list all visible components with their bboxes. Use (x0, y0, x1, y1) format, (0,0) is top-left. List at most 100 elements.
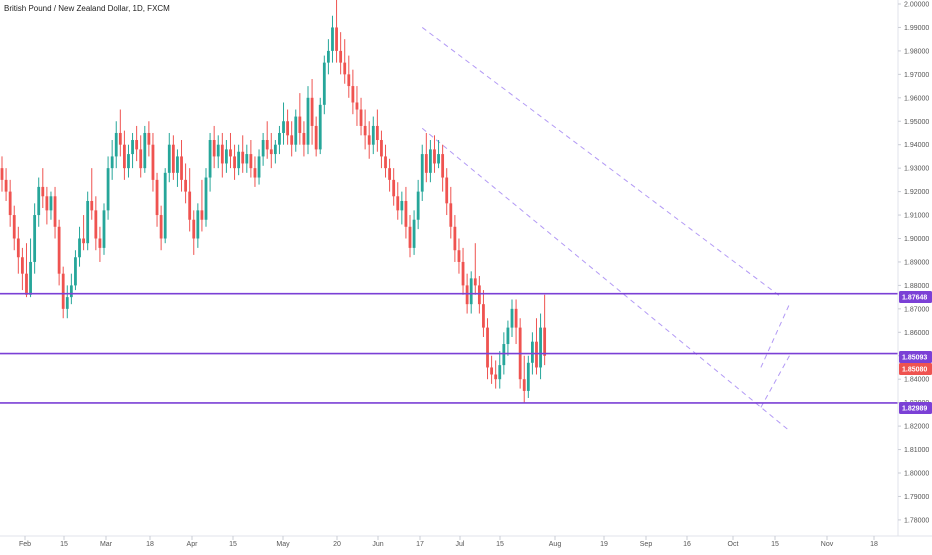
candle-body (441, 154, 445, 178)
candle (539, 313, 542, 380)
candle-body (535, 341, 538, 368)
candle (412, 210, 416, 255)
candle (94, 196, 98, 251)
candle (453, 215, 457, 262)
candle-body (392, 179, 396, 197)
candle-body (514, 308, 518, 328)
candle-body (241, 151, 245, 164)
price-tick-label: 1.91000 (904, 213, 929, 220)
candle (69, 273, 73, 305)
candle (318, 97, 322, 155)
time-tick-label: Jun (372, 541, 383, 548)
price-label-bg (899, 351, 932, 363)
price-tick-label: 1.94000 (904, 142, 929, 149)
candle (167, 132, 171, 183)
time-axis[interactable]: Feb 15 Mar 18 Apr 15 May 20 Jun 17 Jul 15 Aug 19 Sep 16… (19, 536, 878, 548)
candle-body (388, 168, 391, 180)
candle (322, 55, 326, 115)
candle (163, 168, 167, 244)
channel-upper-line[interactable] (421, 27, 782, 298)
candle (543, 294, 547, 366)
candle (143, 125, 147, 173)
candle (404, 186, 408, 239)
candle-body (265, 140, 269, 150)
candle-body (359, 109, 363, 126)
candle-body (253, 168, 257, 178)
candle (65, 285, 69, 319)
price-label-support-low: 1.82989 (899, 402, 932, 414)
candle-body (404, 200, 408, 227)
candle (441, 144, 445, 192)
channel-lower-line[interactable] (421, 127, 790, 432)
candle-body (375, 125, 379, 141)
candle (510, 299, 514, 337)
price-tick-label: 1.87000 (904, 306, 929, 313)
candle-body (98, 238, 102, 248)
candle-body (78, 238, 81, 258)
candle (486, 318, 489, 380)
candle-body (155, 179, 159, 216)
candle-body (322, 62, 326, 105)
candle (139, 135, 143, 178)
candle (21, 247, 24, 291)
candle (82, 215, 85, 251)
candle-body (286, 121, 289, 136)
wedge-upper-line[interactable] (760, 303, 790, 368)
candle-body (147, 132, 151, 145)
candle (388, 158, 391, 192)
candle-body (45, 196, 49, 211)
candle (351, 69, 355, 115)
candle (429, 140, 432, 183)
candle (196, 203, 200, 248)
candle-body (457, 250, 461, 262)
candle-body (318, 104, 322, 150)
time-tick-label: 19 (600, 541, 608, 548)
candle-body (184, 179, 187, 192)
candle-body (135, 140, 139, 150)
candle-body (192, 219, 196, 239)
candle-body (94, 210, 98, 239)
candle-body (41, 186, 45, 197)
candle (367, 121, 371, 159)
candle (102, 203, 106, 255)
candle-body (245, 154, 249, 164)
candle-body (343, 62, 347, 75)
candle-body (123, 144, 126, 169)
time-tick-label: May (276, 541, 290, 548)
candle-body (82, 238, 85, 244)
candle-body (494, 374, 498, 380)
candle-body (200, 210, 204, 220)
candle-body (339, 50, 343, 63)
candle (371, 116, 375, 155)
candle-body (57, 226, 61, 274)
price-label-text: 1.85080 (902, 367, 927, 374)
candle (469, 271, 473, 314)
candle (380, 130, 383, 169)
candle-body (151, 144, 155, 180)
price-axis[interactable]: 1.780001.790001.800001.810001.820001.830… (898, 2, 929, 525)
candle (331, 15, 334, 63)
wedge-lower-line[interactable] (760, 355, 790, 408)
candle (86, 191, 90, 251)
candle (216, 135, 220, 169)
price-label-last-price: 1.85080 (899, 363, 932, 375)
candle-body (453, 226, 457, 251)
price-label-bg (899, 402, 932, 414)
candle (506, 320, 510, 356)
candle-body (477, 285, 481, 305)
candle (16, 226, 20, 274)
candle (78, 226, 81, 267)
candle-body (74, 257, 77, 286)
candle-body (261, 140, 265, 157)
candle-body (290, 135, 294, 145)
candle-body (469, 278, 473, 305)
candle (61, 266, 65, 319)
candle-body (539, 327, 542, 368)
candle (490, 355, 493, 384)
candle-body (131, 140, 134, 155)
candle-body (114, 132, 118, 157)
candle (184, 163, 187, 204)
candle (237, 144, 241, 176)
